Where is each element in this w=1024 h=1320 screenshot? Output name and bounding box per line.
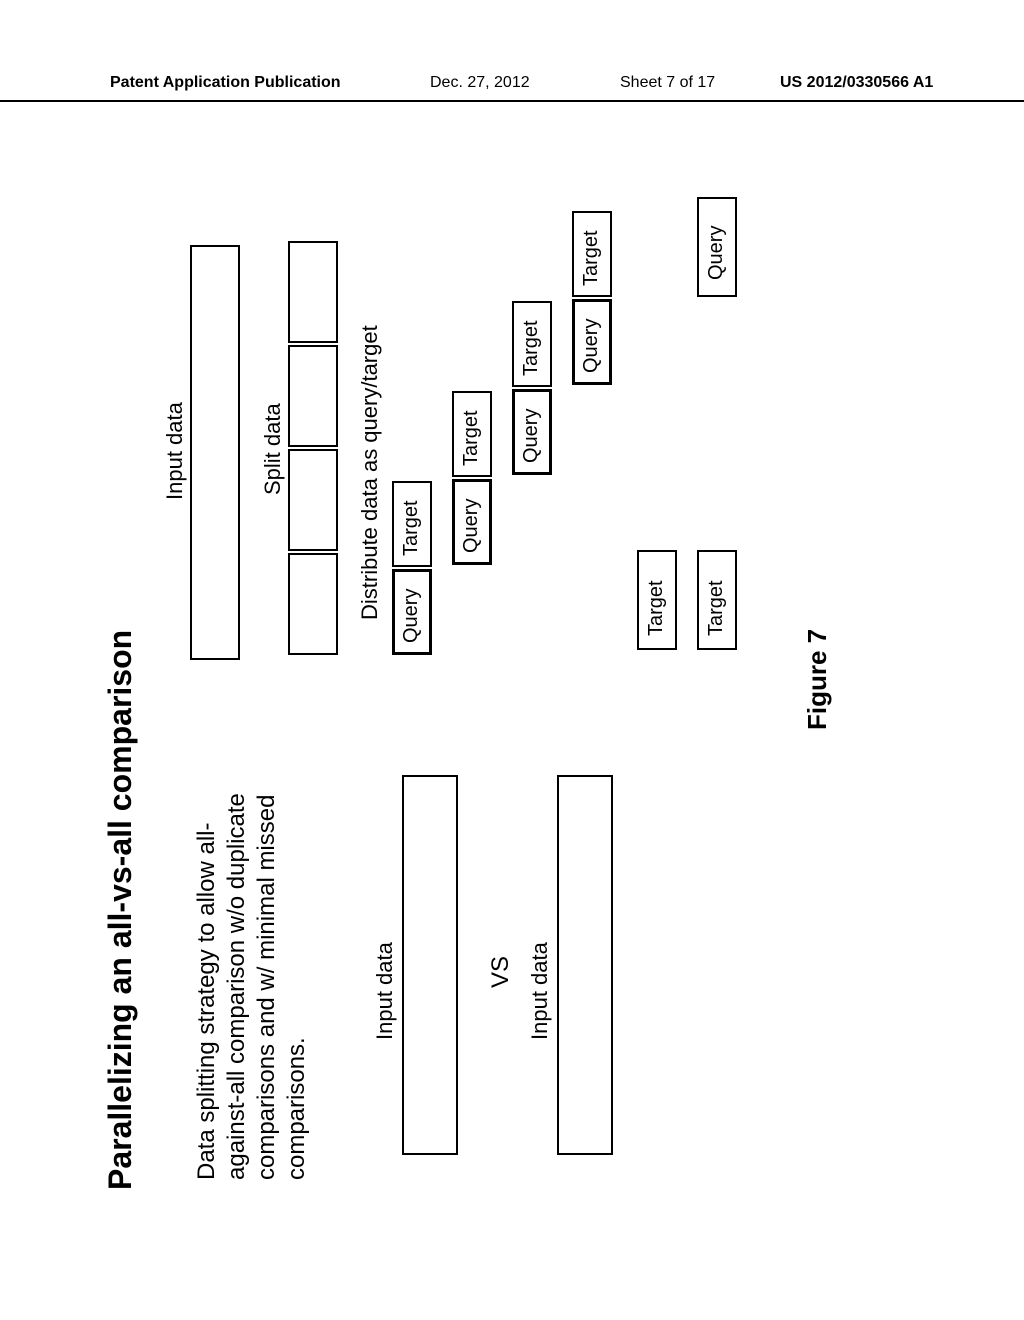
right-input-data-box: [190, 245, 240, 660]
input-data-box-top: [402, 775, 458, 1155]
extra-query-label-c: Query: [705, 226, 728, 280]
target-label-1: Target: [400, 500, 423, 556]
input-data-label-top: Input data: [372, 942, 398, 1040]
publication-label: Patent Application Publication: [110, 74, 341, 92]
figure-landscape: Parallelizing an all-vs-all comparison D…: [82, 150, 942, 1210]
extra-target-label-b: Target: [705, 580, 728, 636]
query-label-2: Query: [460, 499, 483, 553]
split-box-2: [288, 449, 338, 551]
split-box-3: [288, 345, 338, 447]
query-label-3: Query: [520, 409, 543, 463]
split-box-1: [288, 553, 338, 655]
target-label-2: Target: [460, 410, 483, 466]
distribute-label: Distribute data as query/target: [357, 325, 383, 620]
target-label-4: Target: [580, 230, 603, 286]
split-data-label: Split data: [260, 403, 286, 495]
target-label-3: Target: [520, 320, 543, 376]
vs-label: VS: [487, 956, 515, 988]
description-paragraph: Data splitting strategy to allow all-aga…: [192, 780, 312, 1180]
page: Patent Application Publication Dec. 27, …: [0, 0, 1024, 1320]
figure-title: Parallelizing an all-vs-all comparison: [102, 630, 139, 1190]
split-box-4: [288, 241, 338, 343]
right-input-data-label: Input data: [162, 402, 188, 500]
publication-number: US 2012/0330566 A1: [780, 74, 933, 92]
query-label-4: Query: [580, 319, 603, 373]
figure-caption: Figure 7: [802, 629, 833, 730]
rotated-figure-wrap: Parallelizing an all-vs-all comparison D…: [82, 150, 942, 1210]
input-data-label-bottom: Input data: [527, 942, 553, 1040]
sheet-number: Sheet 7 of 17: [620, 74, 715, 92]
page-header: Patent Application Publication Dec. 27, …: [0, 70, 1024, 102]
query-label-1: Query: [400, 589, 423, 643]
input-data-box-bottom: [557, 775, 613, 1155]
extra-target-label-a: Target: [645, 580, 668, 636]
publication-date: Dec. 27, 2012: [430, 74, 530, 92]
